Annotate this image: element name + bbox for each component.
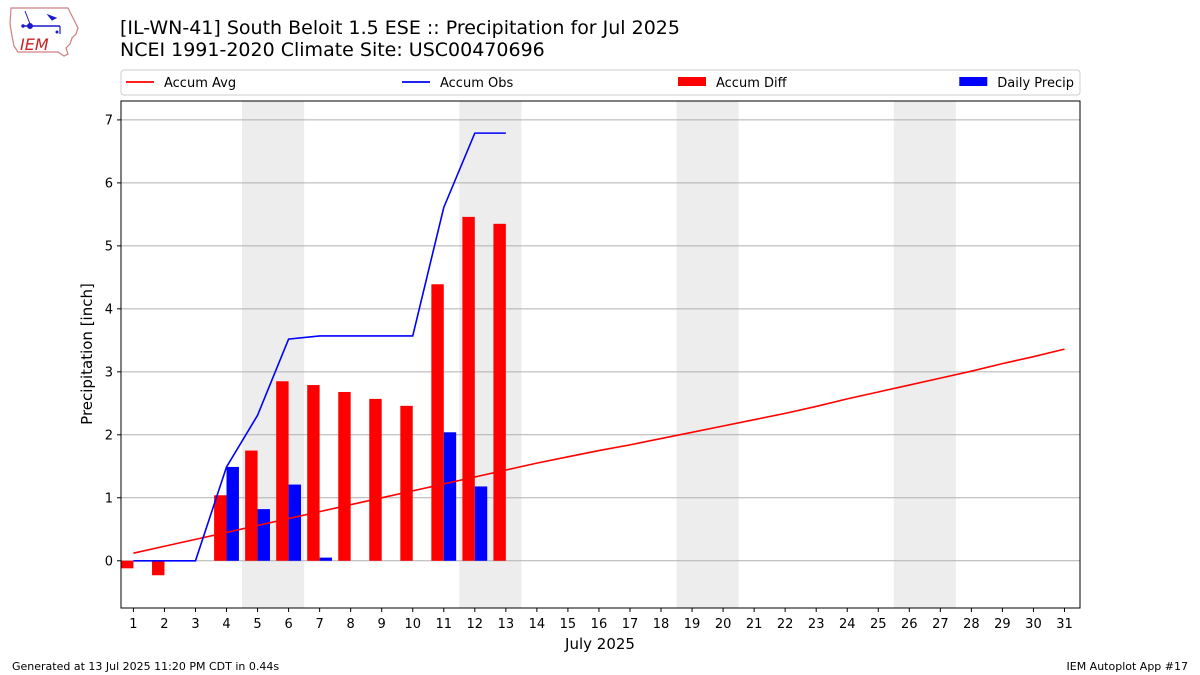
x-tick-label-8: 8 (347, 617, 355, 632)
y-tick-label-6: 6 (105, 176, 113, 191)
daily-precip-bar-day-5 (257, 509, 270, 561)
x-tick-label-7: 7 (315, 617, 323, 632)
accum-diff-bar-day-5 (245, 450, 258, 561)
x-tick-label-3: 3 (191, 617, 199, 632)
y-tick-label-4: 4 (105, 302, 113, 317)
x-tick-label-26: 26 (901, 617, 918, 632)
x-tick-label-12: 12 (467, 617, 484, 632)
lines-layer (133, 132, 1065, 562)
x-tick-label-27: 27 (932, 617, 949, 632)
x-tick-label-5: 5 (253, 617, 261, 632)
x-tick-label-18: 18 (653, 617, 670, 632)
x-tick-label-22: 22 (777, 617, 794, 632)
x-tick-label-29: 29 (994, 617, 1011, 632)
accum-diff-bar-day-7 (307, 385, 320, 561)
legend-label-accum-obs: Accum Obs (440, 76, 513, 91)
generated-timestamp: Generated at 13 Jul 2025 11:20 PM CDT in… (12, 660, 280, 673)
x-tick-label-11: 11 (435, 617, 452, 632)
legend-swatch-accum-diff (678, 77, 706, 86)
x-tick-label-2: 2 (160, 617, 168, 632)
x-tick-label-1: 1 (129, 617, 137, 632)
y-tick-label-2: 2 (105, 428, 113, 443)
accum-diff-bar-day-1 (121, 560, 134, 569)
daily-precip-bar-day-7 (319, 557, 333, 561)
accum-obs-line (133, 132, 506, 562)
legend-swatch-daily-precip (959, 77, 988, 86)
iem-logo-text: IEM (20, 35, 49, 54)
x-tick-label-30: 30 (1025, 617, 1042, 632)
x-tick-label-19: 19 (684, 617, 701, 632)
x-tick-label-25: 25 (870, 617, 887, 632)
accum-diff-bar-day-13 (493, 223, 506, 561)
accum-diff-bar-day-9 (369, 398, 382, 561)
x-tick-label-24: 24 (839, 617, 856, 632)
x-tick-label-6: 6 (284, 617, 292, 632)
bars-layer (121, 216, 506, 576)
x-tick-label-10: 10 (404, 617, 421, 632)
x-tick-label-4: 4 (222, 617, 230, 632)
title-line-2: NCEI 1991-2020 Climate Site: USC00470696 (120, 39, 545, 61)
x-tick-label-16: 16 (591, 617, 608, 632)
x-axis-label: July 2025 (564, 635, 635, 653)
x-tick-label-13: 13 (498, 617, 515, 632)
x-tick-label-9: 9 (378, 617, 386, 632)
accum-diff-bar-day-10 (400, 405, 413, 561)
y-tick-label-7: 7 (105, 113, 113, 128)
x-tick-label-23: 23 (808, 617, 825, 632)
legend-label-accum-diff: Accum Diff (716, 76, 788, 91)
y-tick-label-3: 3 (105, 365, 113, 380)
x-tick-label-14: 14 (529, 617, 546, 632)
daily-precip-bar-day-12 (474, 486, 488, 561)
daily-precip-bar-day-4 (226, 466, 239, 561)
plot-frame (120, 100, 1081, 609)
daily-precip-bar-day-11 (443, 432, 457, 561)
accum-diff-bar-day-11 (431, 284, 444, 561)
accum-avg-line (133, 348, 1065, 554)
daily-precip-bar-day-6 (288, 484, 302, 561)
weather-station-icon (21, 10, 61, 34)
iowa-state-outline (9, 7, 79, 57)
chart-title: [IL-WN-41] South Beloit 1.5 ESE :: Preci… (120, 17, 680, 61)
x-tick-label-17: 17 (622, 617, 639, 632)
legend-label-accum-avg: Accum Avg (164, 76, 236, 91)
y-tick-label-1: 1 (105, 491, 113, 506)
title-line-1: [IL-WN-41] South Beloit 1.5 ESE :: Preci… (120, 17, 680, 39)
x-tick-label-21: 21 (746, 617, 763, 632)
y-axis-label: Precipitation [inch] (78, 283, 96, 425)
x-tick-label-28: 28 (963, 617, 980, 632)
accum-diff-bar-day-12 (462, 216, 475, 561)
iem-logo: IEM (9, 7, 79, 57)
accum-diff-bar-day-8 (338, 391, 351, 561)
app-id: IEM Autoplot App #17 (1066, 660, 1189, 673)
y-tick-label-5: 5 (105, 239, 113, 254)
x-tick-label-15: 15 (560, 617, 577, 632)
weekend-band-3 (676, 101, 739, 608)
x-tick-label-31: 31 (1056, 617, 1073, 632)
accum-diff-bar-day-2 (152, 560, 165, 576)
chart-legend: Accum Avg Accum Obs Accum Diff Daily Precip (120, 69, 1081, 96)
legend-box (120, 69, 1081, 96)
y-tick-label-0: 0 (105, 554, 113, 569)
legend-label-daily-precip: Daily Precip (997, 76, 1074, 91)
x-tick-label-20: 20 (715, 617, 732, 632)
accum-diff-bar-day-6 (276, 381, 289, 561)
accum-diff-bar-day-4 (214, 495, 227, 561)
weekend-band-4 (893, 101, 956, 608)
